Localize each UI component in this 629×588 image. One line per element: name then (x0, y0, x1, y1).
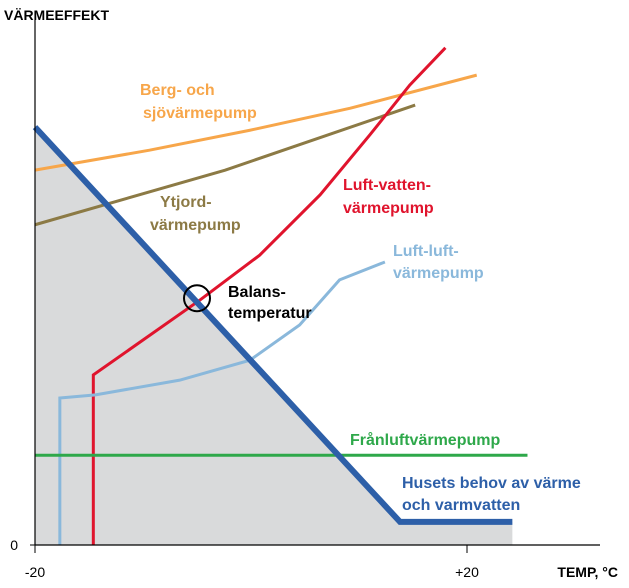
annotation-label: temperatur (228, 305, 312, 322)
series-label: sjövärmepump (143, 105, 257, 122)
y-axis-label: VÄRMEEFFEKT (4, 7, 109, 23)
series-label: värmepump (343, 200, 434, 217)
line (91, 46, 447, 545)
y-tick-label: 0 (10, 537, 18, 553)
line (34, 73, 478, 172)
balance-marker (183, 284, 211, 313)
series-label: Frånluftvärmepump (350, 431, 500, 449)
annotation-label: Balans- (228, 284, 286, 301)
line (34, 103, 416, 227)
series-label: Berg- och (140, 82, 215, 99)
x-tick-label: +20 (455, 564, 479, 580)
series-label: värmepump (150, 217, 241, 234)
series-label: och varmvatten (402, 497, 520, 514)
x-axis-label: TEMP, °C (557, 564, 618, 580)
series-label: Luft-vatten- (343, 177, 431, 194)
series-label: Luft-luft- (393, 243, 459, 260)
line-layer (32, 46, 528, 545)
line (32, 125, 513, 525)
x-tick-label: -20 (25, 564, 45, 580)
series-label: Ytjord- (160, 194, 212, 211)
series-label: värmepump (393, 265, 484, 282)
line (58, 260, 386, 545)
series-label: Husets behov av värme (402, 475, 581, 492)
area-layer (35, 127, 513, 545)
area (35, 127, 513, 545)
